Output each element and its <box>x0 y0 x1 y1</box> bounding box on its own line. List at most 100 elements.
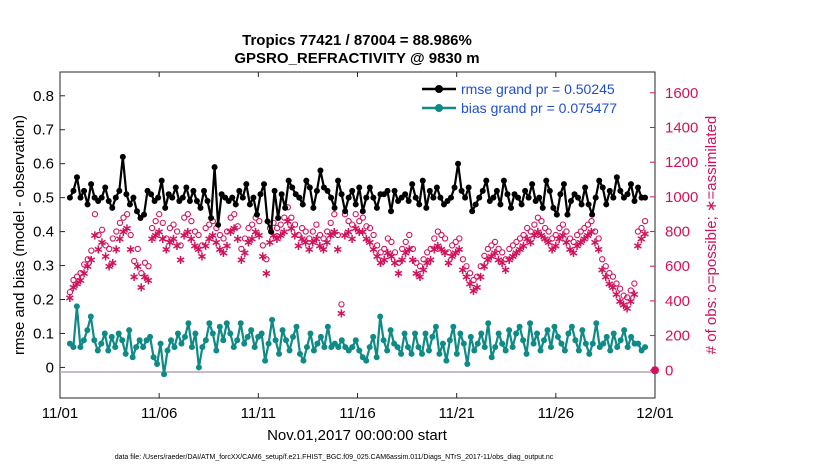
assimilated-point: ∗ <box>640 227 651 242</box>
rmse-point <box>183 184 190 191</box>
rmse-point <box>575 194 582 201</box>
bias-point <box>558 340 565 347</box>
rmse-point <box>500 177 507 184</box>
assimilated-point: ∗ <box>64 291 75 306</box>
bias-point <box>310 347 317 354</box>
rmse-point <box>105 198 112 205</box>
possible-point <box>177 242 184 249</box>
possible-point <box>509 242 517 249</box>
bias-point <box>324 323 331 330</box>
rmse-point <box>236 187 243 194</box>
possible-point <box>570 238 577 246</box>
possible-point <box>156 211 163 218</box>
assimilated-point: ∗ <box>425 253 436 268</box>
assimilated-point: ∗ <box>332 242 343 257</box>
assimilated-point: ∗ <box>215 242 226 257</box>
assimilated-point: ∗ <box>225 225 236 240</box>
possible-point <box>245 224 252 232</box>
assimilated-point: ∗ <box>368 242 379 257</box>
bias-point <box>429 333 436 340</box>
assimilated-point: ∗ <box>407 253 418 268</box>
bias-point <box>279 327 286 334</box>
bias-point <box>572 337 579 344</box>
bias-point <box>439 340 446 347</box>
possible-point <box>495 245 502 253</box>
bias-point <box>283 337 290 344</box>
possible-point <box>173 228 181 235</box>
assimilated-point: ∗ <box>436 242 447 257</box>
possible-point <box>288 214 295 221</box>
possible-point <box>524 224 531 232</box>
possible-point <box>198 242 206 249</box>
rmse-point <box>539 204 546 211</box>
assimilated-point: ∗ <box>275 229 286 244</box>
possible-point <box>359 214 367 221</box>
bias-point <box>105 347 112 354</box>
rmse-point <box>631 198 638 205</box>
possible-point <box>348 221 356 228</box>
bias-point <box>394 344 401 351</box>
rmse-point <box>409 181 416 188</box>
possible-point <box>373 242 381 249</box>
assimilated-point: ∗ <box>347 232 358 247</box>
possible-point <box>338 301 345 308</box>
possible-point <box>384 235 392 242</box>
assimilated-point: ∗ <box>540 232 551 247</box>
assimilated-point: ∗ <box>457 263 468 278</box>
assimilated-point: ∗ <box>168 232 179 247</box>
assimilated-point: ∗ <box>247 232 258 247</box>
bias-point <box>84 327 91 334</box>
bias-point <box>635 340 642 347</box>
possible-point <box>391 249 399 256</box>
rmse-point <box>264 218 271 225</box>
bias-point <box>349 344 356 351</box>
rmse-point <box>229 194 236 201</box>
rmse-point <box>190 187 197 194</box>
assimilated-point: ∗ <box>150 229 161 244</box>
rmse-point <box>617 187 624 194</box>
y-tick-label-left: 0.3 <box>33 258 54 275</box>
bias-point <box>227 330 234 337</box>
possible-point <box>574 231 581 239</box>
rmse-point <box>585 201 592 208</box>
bias-point <box>178 340 185 347</box>
rmse-point <box>543 177 550 184</box>
rmse-point <box>515 194 522 201</box>
footer-data-file: data file: /Users/raeder/DAI/ATM_forcXX/… <box>115 454 554 461</box>
rmse-point <box>324 187 331 194</box>
bias-point <box>269 316 276 323</box>
assimilated-point: ∗ <box>590 235 601 250</box>
assimilated-point: ∗ <box>547 242 558 257</box>
possible-point <box>441 235 449 242</box>
assimilated-point: ∗ <box>579 232 590 247</box>
assimilated-point: ∗ <box>336 307 347 322</box>
possible-point <box>363 223 370 230</box>
possible-point <box>106 245 113 253</box>
rmse-point <box>589 211 596 218</box>
possible-point <box>170 221 177 228</box>
assimilated-point: ∗ <box>222 239 233 254</box>
assimilated-point: ∗ <box>104 260 115 275</box>
assimilated-point: ∗ <box>207 229 218 244</box>
bias-point <box>91 337 98 344</box>
bias-point <box>617 337 624 344</box>
bias-point <box>527 320 534 327</box>
bias-point <box>248 327 255 334</box>
bias-point <box>122 350 129 357</box>
assimilated-point: ∗ <box>282 215 293 230</box>
bias-point <box>164 347 171 354</box>
bias-point <box>614 344 621 351</box>
bias-point <box>516 323 523 330</box>
rmse-point <box>317 167 324 174</box>
assimilated-point: ∗ <box>382 246 393 261</box>
possible-point <box>131 257 138 265</box>
assimilated-point: ∗ <box>529 229 540 244</box>
assimilated-point: ∗ <box>211 235 222 250</box>
bias-point <box>509 344 516 351</box>
rmse-point <box>77 194 84 201</box>
possible-point <box>195 231 202 239</box>
possible-point <box>616 285 624 292</box>
possible-point <box>323 228 331 235</box>
assimilated-point: ∗ <box>518 239 529 254</box>
assimilated-point: ∗ <box>575 235 586 250</box>
